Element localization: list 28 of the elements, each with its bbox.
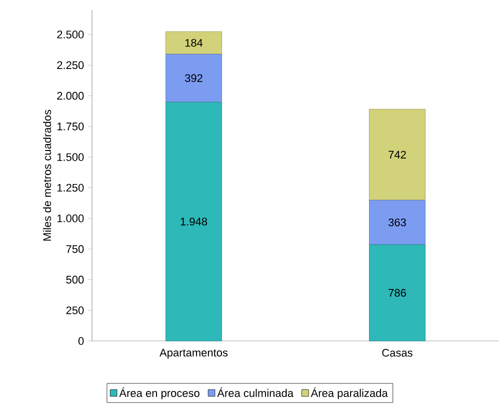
y-tick-label: 1.750 [57, 122, 84, 130]
legend-label: Área culminada [217, 387, 294, 398]
y-tick-label: 2.250 [57, 61, 84, 70]
legend-label: Área en proceso [119, 387, 200, 400]
y-tick-label: 1.000 [57, 214, 84, 222]
y-tick-label: 250 [66, 306, 84, 314]
x-tick-label: Casas [382, 348, 412, 357]
data-label: 392 [185, 74, 202, 82]
y-tick-label: 2.500 [57, 30, 84, 38]
data-label: 363 [388, 218, 406, 226]
data-label: 786 [388, 288, 406, 297]
bar [369, 244, 426, 342]
y-axis-title: Miles de metros cuadrados [43, 110, 52, 241]
data-label: 742 [388, 150, 406, 158]
bar [369, 200, 426, 245]
data-label: 1.948 [180, 218, 208, 226]
data-label: 184 [185, 38, 203, 47]
legend-label: Área paralizada [310, 387, 388, 400]
y-tick-label: 0 [78, 337, 84, 345]
y-tick-label: 500 [66, 276, 84, 284]
y-tick-label: 1.500 [57, 153, 84, 161]
y-tick-label: 1.250 [57, 184, 84, 192]
bar [369, 108, 426, 200]
x-tick-label: Apartamentos [160, 348, 228, 359]
y-tick-label: 2.000 [57, 92, 84, 100]
bar [166, 54, 222, 102]
y-tick-label: 750 [66, 245, 84, 253]
bar [166, 102, 222, 342]
